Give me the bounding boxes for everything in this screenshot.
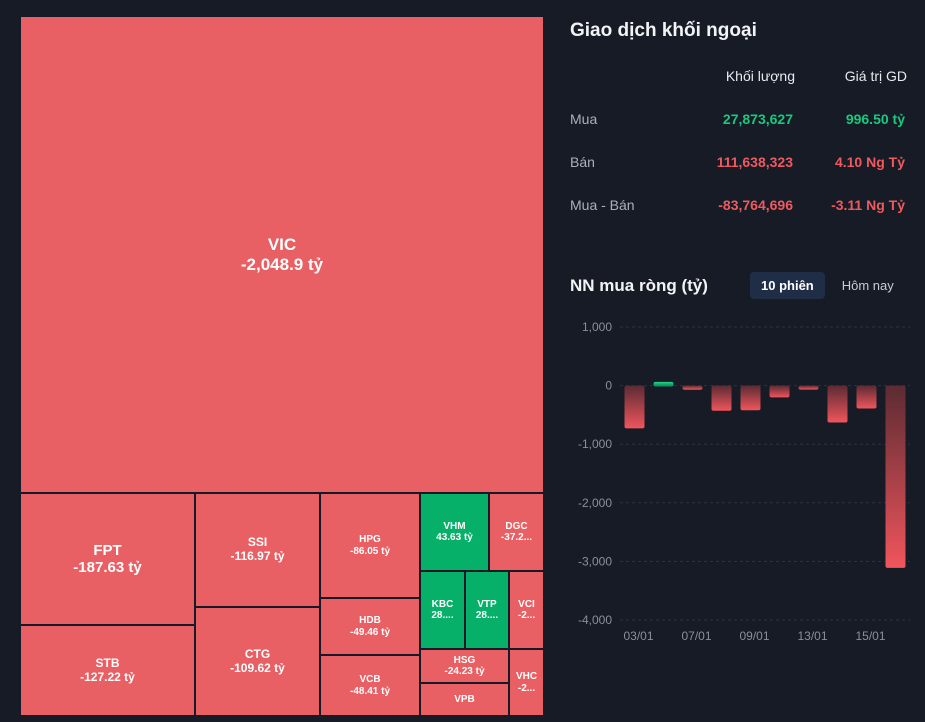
tile-symbol: VHM (443, 520, 466, 532)
bar-8[interactable] (827, 385, 848, 423)
column-header-value: Giá trị GD (844, 68, 907, 84)
y-tick-label: -1,000 (578, 437, 612, 451)
foreign-trading-title: Giao dịch khối ngoại (570, 20, 757, 41)
bar-5[interactable] (740, 385, 761, 411)
tile-value: 28.... (475, 610, 499, 621)
column-header-volume: Khối lượng (725, 68, 795, 84)
tile-value: 43.63 tỷ (436, 532, 473, 543)
tile-symbol: CTG (244, 646, 271, 661)
buy-volume: 27,873,627 (722, 111, 793, 127)
foreign-flow-treemap: VIC -2,048.9 tỷ FPT -187.63 tỷ SSI -116.97 tỷ… (20, 16, 544, 716)
x-tick-label: 09/01 (739, 629, 769, 643)
treemap-tile-vhm[interactable]: VHM 43.63 tỷ (420, 493, 489, 571)
tile-symbol: VCI (518, 598, 535, 610)
row-label: Mua (570, 111, 598, 127)
treemap-tile-ssi[interactable]: SSI -116.97 tỷ (195, 493, 320, 607)
treemap-tile-kbc[interactable]: KBC 28.... (420, 571, 465, 649)
tile-value: -2,048.9 tỷ (240, 254, 324, 274)
tile-value: -127.22 tỷ (80, 669, 135, 684)
row-label: Mua - Bán (570, 197, 635, 213)
tile-symbol: KBC (431, 598, 454, 610)
tile-value: -49.46 tỷ (349, 626, 391, 638)
tile-symbol: FPT (93, 541, 122, 559)
bar-6[interactable] (769, 385, 790, 398)
x-tick-label: 13/01 (797, 629, 827, 643)
tile-symbol: VCB (359, 674, 381, 685)
bar-7[interactable] (798, 385, 819, 390)
sell-value: 4.10 Ng Tỷ (834, 154, 905, 170)
treemap-tile-hdb[interactable]: HDB -49.46 tỷ (320, 598, 420, 655)
bar-10[interactable] (885, 385, 906, 568)
tile-symbol: VIC (267, 234, 297, 254)
treemap-tile-stb[interactable]: STB -127.22 tỷ (20, 625, 195, 716)
y-tick-label: -4,000 (578, 613, 612, 627)
y-tick-label: 1,000 (582, 320, 612, 334)
bar-1[interactable] (624, 385, 645, 429)
tile-symbol: STB (95, 655, 120, 670)
x-tick-label: 15/01 (855, 629, 885, 643)
y-tick-label: 0 (605, 379, 612, 393)
bar-4[interactable] (711, 385, 732, 411)
tile-value: -109.62 tỷ (230, 660, 285, 675)
buy-value: 996.50 tỷ (845, 111, 905, 127)
tile-symbol: HDB (359, 615, 381, 626)
net-buy-bar-chart: 1,000 0 -1,000 -2,000 -3,000 -4,000 03/01 07/01… (578, 320, 910, 643)
x-tick-label: 07/01 (681, 629, 711, 643)
tile-value: -116.97 tỷ (230, 549, 285, 563)
treemap-tile-dgc[interactable]: DGC -37.2... (489, 493, 544, 571)
net-volume: -83,764,696 (718, 197, 793, 213)
treemap-tile-vcb[interactable]: VCB -48.41 tỷ (320, 655, 420, 716)
tile-value: -24.23 tỷ (444, 666, 485, 677)
tile-symbol: VHC (515, 671, 538, 682)
row-label: Bán (570, 154, 595, 170)
tile-value: -2... (517, 682, 536, 694)
tile-symbol: HPG (359, 534, 381, 545)
treemap-tile-hsg[interactable]: HSG -24.23 tỷ (420, 649, 509, 683)
bar-9[interactable] (856, 385, 877, 409)
tile-value: -2... (517, 610, 536, 621)
treemap-tile-vic[interactable]: VIC -2,048.9 tỷ (20, 16, 544, 493)
net-value: -3.11 Ng Tỷ (831, 197, 905, 213)
y-tick-label: -2,000 (578, 496, 612, 510)
tile-symbol: VTP (477, 598, 497, 610)
treemap-tile-hpg[interactable]: HPG -86.05 tỷ (320, 493, 420, 598)
treemap-tile-vpb[interactable]: VPB (420, 683, 509, 716)
sell-volume: 111,638,323 (716, 154, 793, 170)
tile-symbol: SSI (247, 535, 268, 550)
tile-symbol: DGC (505, 520, 528, 532)
tile-symbol: HSG (453, 654, 476, 666)
period-tabs: 10 phiên Hôm nay (750, 272, 905, 299)
treemap-tile-vhc[interactable]: VHC -2... (509, 649, 544, 716)
net-buy-title: NN mua ròng (tỷ) (570, 276, 708, 295)
bar-3[interactable] (682, 385, 703, 390)
treemap-tile-vtp[interactable]: VTP 28.... (465, 571, 509, 649)
tile-symbol: VPB (454, 693, 475, 705)
treemap-tile-vci[interactable]: VCI -2... (509, 571, 544, 649)
tab-today[interactable]: Hôm nay (841, 278, 894, 293)
y-tick-label: -3,000 (578, 554, 612, 568)
tile-value: -187.63 tỷ (73, 559, 142, 576)
foreign-trading-panel: Giao dịch khối ngoại Khối lượng Giá trị … (570, 0, 915, 722)
x-tick-label: 03/01 (623, 629, 653, 643)
treemap-tile-fpt[interactable]: FPT -187.63 tỷ (20, 493, 195, 625)
bar-2[interactable] (653, 381, 674, 387)
tile-value: -48.41 tỷ (349, 685, 391, 697)
treemap-tile-ctg[interactable]: CTG -109.62 tỷ (195, 607, 320, 716)
tile-value: 28.... (431, 610, 454, 621)
tile-value: -86.05 tỷ (349, 545, 391, 557)
tab-10-sessions[interactable]: 10 phiên (750, 272, 825, 299)
tile-value: -37.2... (500, 532, 533, 543)
